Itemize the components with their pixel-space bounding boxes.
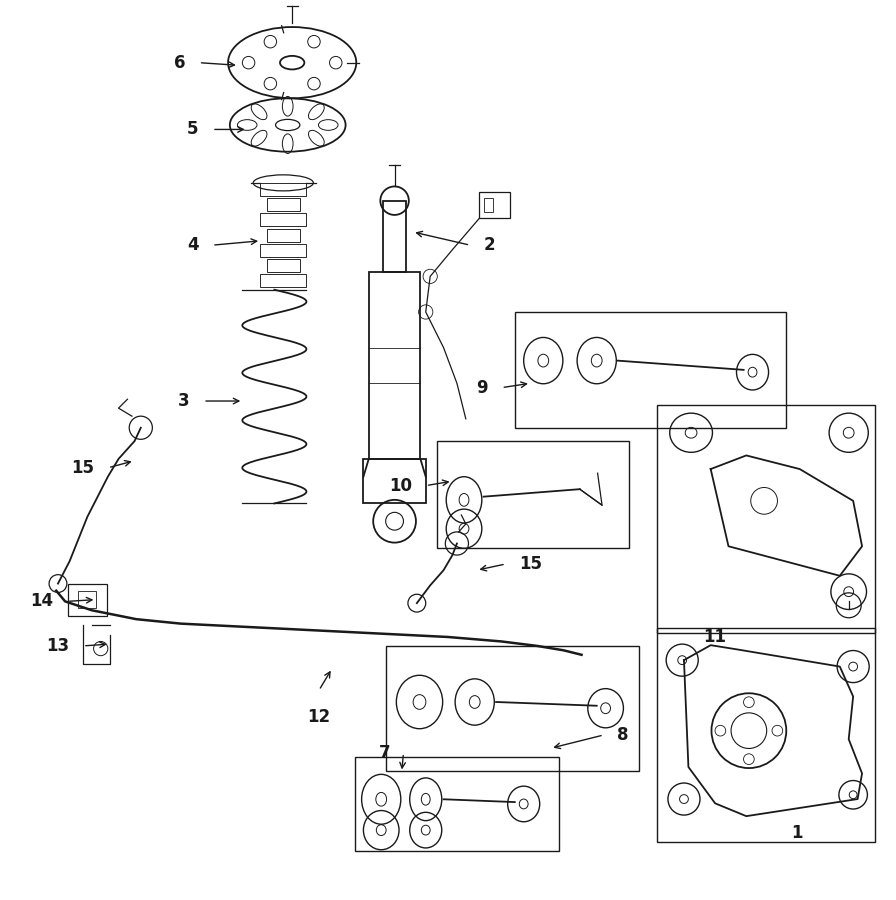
Text: 2: 2 (484, 236, 495, 254)
Text: 15: 15 (72, 459, 94, 477)
Bar (658, 406, 875, 633)
Bar (383, 201, 406, 272)
Bar (260, 213, 306, 227)
Bar (267, 259, 300, 272)
Bar (364, 459, 426, 503)
Bar (260, 183, 306, 196)
Text: 4: 4 (187, 236, 199, 254)
Bar (437, 441, 629, 548)
Bar (267, 198, 300, 212)
Text: 13: 13 (47, 637, 70, 655)
Bar (658, 628, 875, 842)
Bar (484, 198, 493, 212)
Bar (385, 646, 640, 770)
Text: 3: 3 (178, 392, 190, 410)
Bar (68, 583, 107, 616)
Text: 14: 14 (30, 592, 54, 610)
Text: 10: 10 (390, 477, 412, 495)
Bar (267, 229, 300, 241)
Bar (260, 274, 306, 287)
Bar (515, 312, 787, 427)
Text: 5: 5 (187, 121, 199, 139)
Text: 6: 6 (174, 54, 185, 72)
Text: 12: 12 (307, 708, 331, 726)
Bar (355, 757, 559, 850)
Text: 7: 7 (378, 743, 390, 761)
Text: 1: 1 (791, 824, 802, 842)
Text: 11: 11 (703, 628, 727, 646)
Bar (79, 590, 96, 608)
Bar (260, 244, 306, 256)
Text: 9: 9 (477, 379, 488, 397)
Bar (369, 272, 420, 459)
Text: 8: 8 (617, 726, 629, 744)
Bar (479, 192, 511, 219)
Text: 15: 15 (520, 555, 542, 573)
